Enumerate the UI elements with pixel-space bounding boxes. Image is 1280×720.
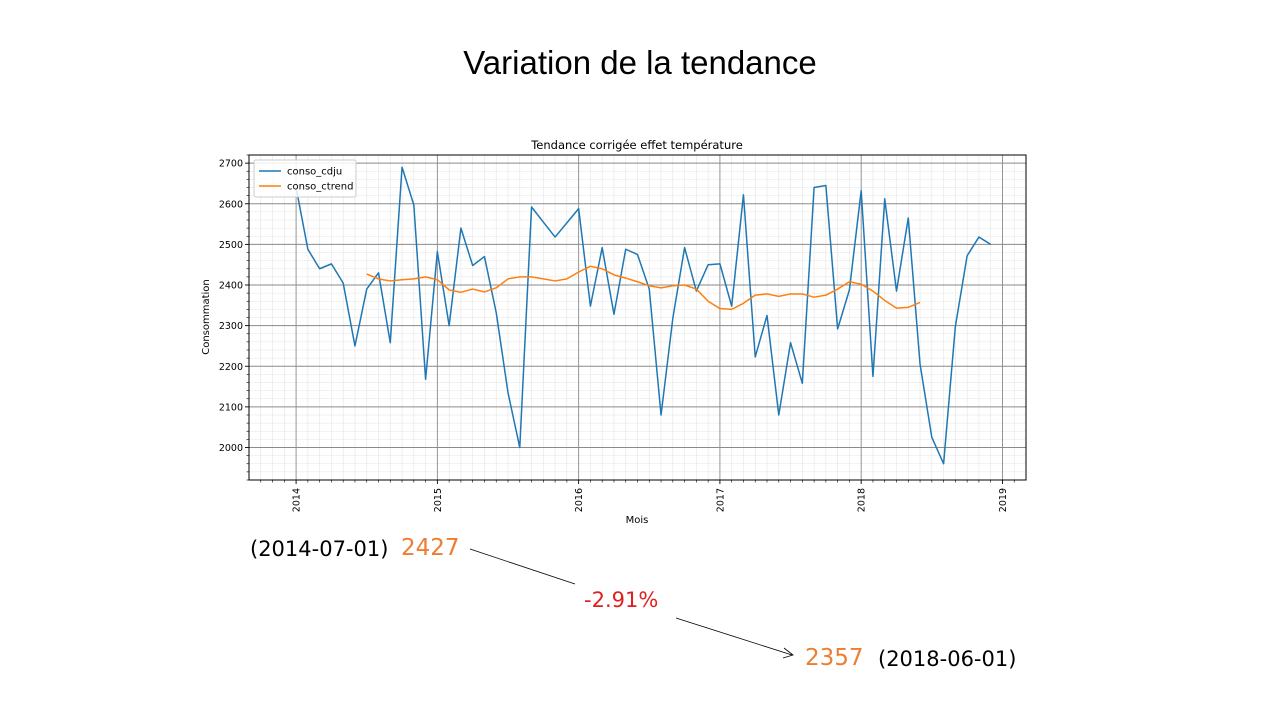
- y-tick-label: 2700: [219, 159, 243, 170]
- y-tick-label: 2300: [219, 321, 243, 332]
- start-date-annotation: (2014-07-01): [250, 537, 389, 561]
- x-axis-label: Mois: [626, 515, 649, 526]
- y-tick-label: 2000: [219, 443, 243, 454]
- arrow-line-upper: [469, 548, 576, 585]
- y-tick-label: 2400: [219, 281, 243, 292]
- chart-title: Tendance corrigée effet température: [530, 138, 743, 152]
- series-layer: [295, 166, 992, 465]
- y-tick-label: 2100: [219, 402, 243, 413]
- arrow-head: [782, 647, 794, 659]
- x-tick-label: 2016: [574, 488, 585, 512]
- change-percentage-annotation: -2.91%: [584, 588, 659, 612]
- x-tick-label: 2015: [433, 488, 444, 512]
- x-tick-label: 2014: [292, 488, 303, 512]
- major-grid: [249, 155, 1026, 480]
- x-tick-label: 2019: [998, 488, 1009, 512]
- legend-label-conso-cdju: conso_cdju: [287, 167, 342, 178]
- legend-label-conso-ctrend: conso_ctrend: [287, 182, 353, 193]
- end-date-annotation: (2018-06-01): [878, 647, 1017, 671]
- legend: conso_cdju conso_ctrend: [253, 159, 357, 198]
- end-value-annotation: 2357: [805, 645, 864, 671]
- arrow-line-lower: [675, 617, 793, 656]
- series-line-conso-ctrend: [366, 265, 921, 311]
- axis-ticks: 2014 2015 2016 2017 2018 2019 2000 2100 2200 2300…: [219, 154, 1015, 512]
- x-tick-label: 2017: [715, 488, 726, 512]
- legend-box: [253, 159, 357, 198]
- start-value-annotation: 2427: [401, 535, 460, 561]
- y-axis-label: Consommation: [201, 279, 212, 355]
- annotation-arrows: [469, 548, 794, 659]
- slide-title: Variation de la tendance: [463, 44, 817, 81]
- y-tick-label: 2200: [219, 362, 243, 373]
- y-tick-label: 2500: [219, 240, 243, 251]
- y-tick-label: 2600: [219, 199, 243, 210]
- x-tick-label: 2018: [857, 488, 868, 512]
- series-line-conso-cdju: [295, 166, 992, 465]
